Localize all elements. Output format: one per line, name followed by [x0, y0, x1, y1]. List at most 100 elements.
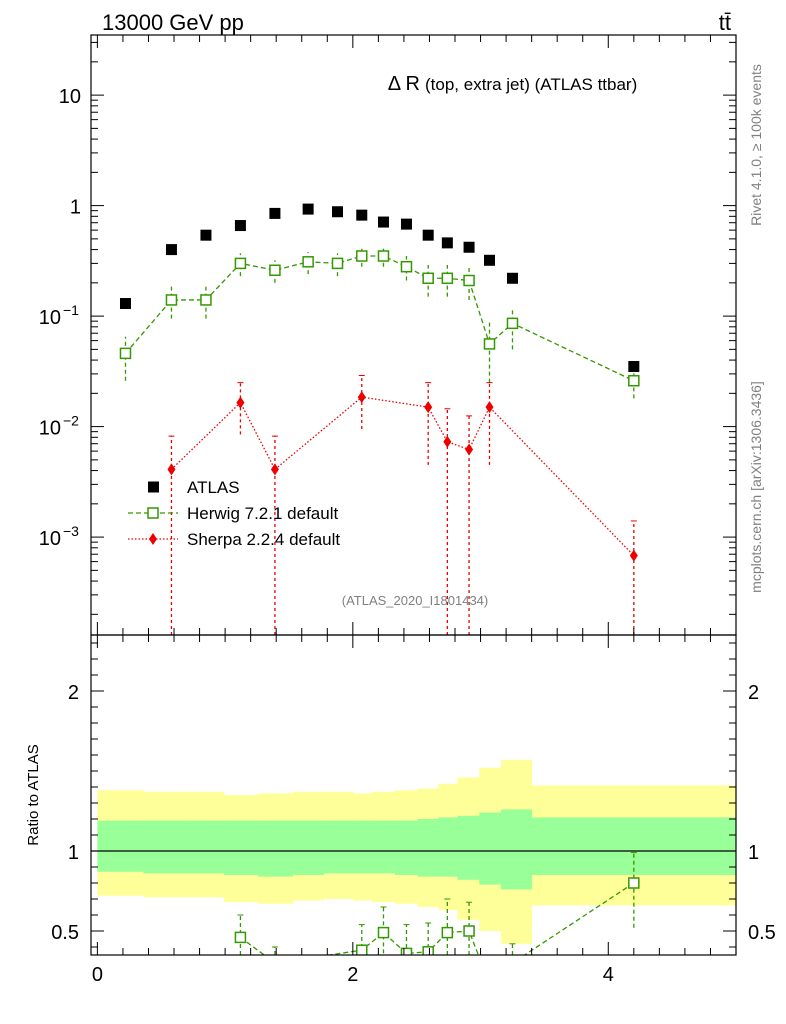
sherpa-point [485, 401, 494, 414]
atlas-point [506, 272, 518, 284]
ratio-ytick-label-right: 2 [748, 682, 759, 704]
mcplots-label: mcplots.cern.ch [arXiv:1306.3436] [748, 381, 764, 593]
herwig-point [269, 264, 281, 277]
herwig-point [302, 256, 314, 268]
atlas-point [377, 216, 389, 228]
sherpa-point [167, 463, 176, 476]
main-ytick-label: 1 [70, 197, 81, 219]
ratio-frame [90, 634, 737, 956]
legend-label: Herwig 7.2.1 default [187, 504, 338, 523]
ratio-band-inner [97, 820, 144, 872]
herwig-point [377, 250, 390, 262]
atlas-point [628, 360, 640, 372]
herwig-point [422, 272, 434, 285]
ratio-band-inner [457, 815, 480, 880]
ratio-ytick-label-right: 0.5 [748, 922, 776, 944]
herwig-point [400, 260, 413, 273]
ratio-panel: 0.5 0.5 1 1 2 2 0 2 4 Ratio to ATLAS [25, 634, 776, 989]
ratio-band-inner [417, 819, 439, 877]
herwig-point [331, 257, 344, 270]
ratio-band-inner [500, 809, 533, 890]
atlas-point [483, 254, 495, 266]
legend: ATLAS Herwig 7.2.1 default Sherpa 2.2.4 de… [128, 478, 340, 549]
main-plot-area [119, 203, 640, 635]
legend-sherpa-marker [149, 533, 157, 545]
herwig-ratio-point [628, 877, 640, 889]
legend-atlas-marker [148, 481, 159, 493]
analysis-label: (ATLAS_2020_I1801434) [342, 593, 488, 608]
sherpa-point [443, 435, 452, 448]
herwig-ratio-point [422, 946, 434, 955]
main-ytick-exponent: −2 [63, 413, 79, 429]
herwig-ratio-point [356, 944, 368, 955]
sherpa-point [236, 396, 245, 409]
sherpa-point [465, 443, 474, 456]
ratio-axes: 0.5 0.5 1 1 2 2 0 2 4 [51, 635, 776, 986]
herwig-point [441, 272, 454, 285]
sherpa-point [424, 401, 433, 414]
atlas-point [332, 206, 344, 218]
atlas-point [234, 220, 246, 232]
herwig-point [463, 274, 475, 287]
herwig-point [165, 294, 178, 306]
atlas-point [356, 209, 368, 221]
herwig-ratio-point [377, 926, 390, 939]
sherpa-point [270, 463, 279, 476]
main-ytick-label: 10 [39, 307, 61, 329]
ratio-xtick-label: 0 [92, 964, 103, 986]
atlas-point [119, 298, 131, 310]
herwig-point [119, 347, 132, 360]
legend-label: ATLAS [187, 478, 240, 497]
ratio-band-inner [352, 820, 373, 874]
herwig-point [506, 317, 519, 330]
herwig-ratio-point [270, 958, 280, 968]
title-detail: (top, extra jet) (ATLAS ttbar) [425, 75, 637, 94]
ratio-band-inner [292, 820, 324, 875]
atlas-point [302, 203, 314, 215]
atlas-point [269, 207, 281, 219]
ratio-band-inner [531, 817, 736, 875]
ratio-band-inner [394, 820, 419, 875]
ratio-ytick-label: 1 [68, 842, 79, 864]
ratio-xtick-label: 2 [347, 964, 358, 986]
herwig-point [200, 294, 212, 306]
ratio-ytick-label: 2 [68, 682, 79, 704]
ratio-band-inner [258, 820, 294, 877]
ratio-band-inner [323, 820, 354, 874]
ratio-band-inner [371, 820, 396, 874]
main-ytick-label: 10 [59, 86, 81, 108]
herwig-ratio-point [484, 979, 494, 989]
atlas-point [463, 241, 475, 253]
herwig-line [124, 255, 635, 382]
atlas-point [441, 237, 453, 249]
herwig-ratio-point [441, 926, 454, 939]
herwig-point [234, 257, 247, 270]
energy-label: 13000 GeV pp [102, 10, 244, 35]
herwig-point [628, 374, 640, 387]
main-ytick-exponent: −3 [63, 523, 79, 539]
sherpa-point [357, 391, 366, 404]
ratio-ylabel: Ratio to ATLAS [25, 744, 42, 845]
main-ytick-label: 10 [39, 418, 61, 440]
herwig-point [483, 338, 496, 350]
herwig-ratio-point [507, 958, 517, 968]
ratio-ytick-label: 0.5 [51, 922, 79, 944]
ratio-plot-area [91, 759, 736, 989]
legend-label: Sherpa 2.2.4 default [187, 530, 340, 549]
ratio-xtick-label: 4 [603, 964, 614, 986]
ratio-band-inner [143, 820, 190, 874]
ratio-band-inner [479, 812, 502, 885]
process-label: tt̄ [719, 10, 731, 35]
title-symbol: Δ R [388, 73, 420, 95]
legend-herwig-marker [147, 507, 159, 519]
herwig-point [356, 250, 368, 262]
rivet-label: Rivet 4.1.0, ≥ 100k events [748, 64, 764, 226]
atlas-point [200, 229, 212, 241]
ratio-band-inner [223, 820, 259, 875]
herwig-ratio-point [234, 931, 247, 944]
ratio-ytick-label-right: 1 [748, 842, 759, 864]
main-ytick-exponent: −1 [63, 302, 79, 318]
